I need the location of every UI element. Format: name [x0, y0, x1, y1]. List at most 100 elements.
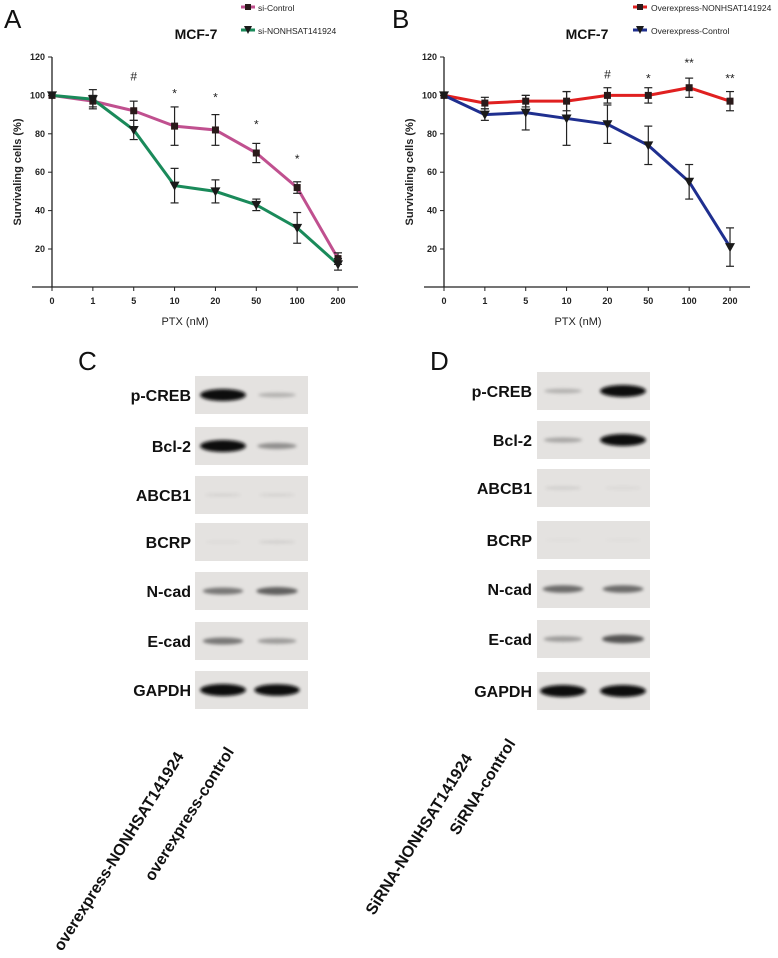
significance-marker: ** — [684, 56, 694, 70]
blot-band — [258, 392, 296, 398]
x-tick-label: 100 — [682, 296, 697, 306]
blot-band — [600, 685, 646, 697]
data-point-triangle — [520, 108, 531, 118]
legend-marker-triangle — [636, 26, 644, 34]
blot-band — [605, 538, 641, 541]
data-point-triangle — [292, 223, 303, 233]
blot-row-label: N-cad — [488, 582, 532, 599]
panel-letter-d: D — [430, 346, 449, 376]
panel-letter-c: C — [78, 346, 97, 376]
legend-marker-square — [245, 4, 251, 10]
significance-marker: * — [646, 71, 651, 85]
data-point-triangle — [333, 260, 344, 270]
blot-row-label: p-CREB — [472, 384, 532, 401]
data-point-triangle — [479, 110, 490, 120]
legend-a-label-1: si-NONHSAT141924 — [258, 26, 337, 36]
panel-letter-a: A — [4, 4, 22, 34]
data-point-triangle — [643, 141, 654, 151]
y-tick-label: 20 — [35, 244, 45, 254]
x-tick-label: 100 — [290, 296, 305, 306]
x-tick-label: 50 — [643, 296, 653, 306]
data-point-square — [726, 97, 734, 105]
significance-marker: # — [604, 67, 611, 81]
blot-strip — [537, 521, 650, 559]
x-tick-label: 10 — [562, 296, 572, 306]
blot-band — [256, 587, 298, 595]
blot-band — [600, 385, 646, 397]
y-tick-label: 60 — [35, 167, 45, 177]
blot-band — [543, 636, 583, 642]
y-tick-label: 20 — [427, 244, 437, 254]
blot-row-label: p-CREB — [131, 388, 191, 405]
lane-label-c-1: overexpress-control — [142, 745, 238, 884]
legend-marker-triangle — [244, 26, 252, 34]
blot-band — [257, 638, 297, 644]
y-tick-label: 120 — [422, 52, 437, 62]
data-point-triangle — [210, 187, 221, 197]
data-point-square — [481, 99, 489, 107]
chart-a-xlabel: PTX (nM) — [161, 316, 208, 328]
significance-marker: # — [130, 69, 137, 83]
series-line-0 — [443, 86, 731, 105]
blot-band — [202, 587, 244, 595]
blot-row-label: GAPDH — [133, 683, 191, 700]
y-tick-label: 80 — [35, 129, 45, 139]
data-point-triangle — [725, 243, 736, 253]
blot-row-label: ABCB1 — [136, 488, 191, 505]
blot-band — [200, 389, 246, 401]
data-point-triangle — [561, 114, 572, 124]
blot-band — [254, 684, 300, 696]
y-tick-label: 120 — [30, 52, 45, 62]
blot-row-label: BCRP — [146, 535, 192, 552]
blot-band — [205, 540, 241, 543]
data-point-square — [211, 126, 219, 134]
chart-a-ylabel: Survivaling cells (%) — [12, 118, 24, 225]
blot-row-label: ABCB1 — [477, 481, 532, 498]
significance-marker: * — [213, 90, 218, 104]
series-line-0 — [51, 93, 340, 260]
x-tick-label: 1 — [90, 296, 95, 306]
blot-row-label: E-cad — [147, 634, 191, 651]
blot-band — [600, 434, 646, 446]
blot-band — [257, 442, 297, 450]
x-tick-label: 0 — [49, 296, 54, 306]
data-point-square — [130, 107, 138, 115]
data-point-triangle — [439, 91, 449, 101]
blot-band — [602, 585, 644, 593]
data-point-square — [644, 91, 652, 99]
blot-row-label: N-cad — [147, 584, 191, 601]
blot-d: D SiRNA-NONHSAT141924 SiRNA-control p-CR… — [363, 346, 650, 918]
x-tick-label: 200 — [723, 296, 738, 306]
blot-band — [200, 684, 246, 696]
x-tick-label: 20 — [210, 296, 220, 306]
blot-row-label: GAPDH — [474, 684, 532, 701]
data-point-square — [603, 91, 611, 99]
significance-marker: * — [254, 117, 259, 131]
legend-b-label-0: Overexpress-NONHSAT141924 — [651, 3, 772, 13]
blot-band — [544, 388, 582, 394]
chart-a: A MCF-7 PTX (nM) Survivaling cells (%) s… — [4, 3, 359, 328]
x-tick-label: 200 — [331, 296, 346, 306]
blot-c: C overexpress-NONHSAT141924 overexpress-… — [51, 346, 308, 954]
y-tick-label: 80 — [427, 129, 437, 139]
y-tick-label: 40 — [35, 206, 45, 216]
data-point-square — [252, 149, 260, 157]
chart-b-ylabel: Survivaling cells (%) — [404, 118, 416, 225]
blot-band — [202, 637, 244, 645]
x-tick-label: 0 — [441, 296, 446, 306]
blot-band — [542, 585, 584, 593]
blot-band — [604, 486, 642, 490]
significance-marker: ** — [725, 71, 735, 85]
x-tick-label: 20 — [602, 296, 612, 306]
data-point-triangle — [684, 177, 695, 187]
significance-marker: * — [295, 152, 300, 166]
blot-row-label: E-cad — [488, 632, 532, 649]
series-line-1 — [443, 94, 732, 248]
series-line-1 — [51, 93, 340, 266]
panel-letter-b: B — [392, 4, 409, 34]
blot-band — [544, 486, 582, 490]
blot-band — [258, 493, 296, 497]
blot-row-label: Bcl-2 — [152, 439, 191, 456]
blot-band — [602, 634, 644, 644]
